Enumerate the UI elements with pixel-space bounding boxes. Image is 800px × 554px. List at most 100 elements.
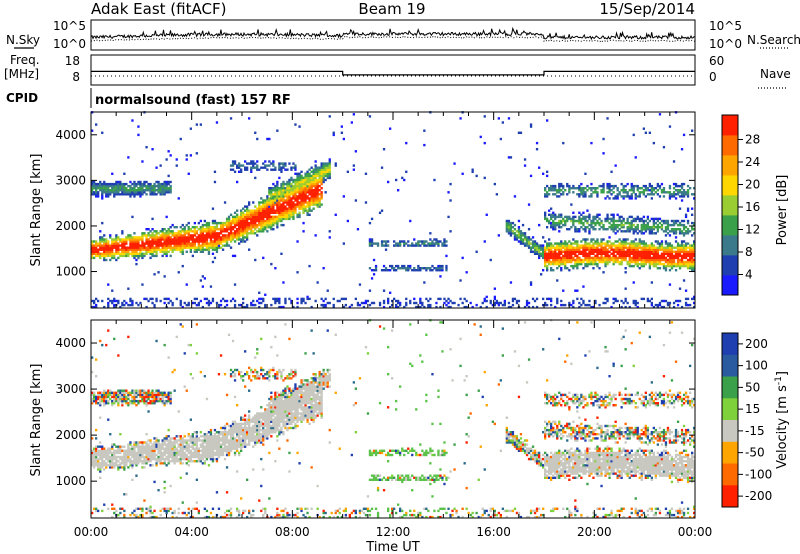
data-cell xyxy=(157,451,160,455)
data-cell xyxy=(620,182,623,186)
data-cell xyxy=(322,299,325,303)
data-cell xyxy=(662,248,666,251)
data-cell xyxy=(572,256,575,260)
data-cell xyxy=(270,303,273,307)
data-cell xyxy=(598,184,601,188)
data-cell xyxy=(159,164,162,167)
data-cell xyxy=(233,211,237,214)
data-cell xyxy=(97,248,100,251)
data-cell xyxy=(189,244,192,247)
data-cell xyxy=(121,189,124,192)
data-cell xyxy=(531,305,535,309)
data-cell xyxy=(620,242,623,245)
data-cell xyxy=(678,299,682,303)
data-cell xyxy=(600,250,603,253)
data-cell xyxy=(628,260,631,264)
data-cell xyxy=(125,191,128,194)
data-cell xyxy=(270,187,273,190)
data-cell xyxy=(600,256,603,260)
data-cell xyxy=(642,228,645,231)
data-cell xyxy=(664,191,668,194)
data-cell xyxy=(173,226,176,229)
data-cell xyxy=(646,256,649,260)
data-cell xyxy=(143,397,146,401)
data-cell xyxy=(233,221,237,225)
data-cell xyxy=(686,246,690,249)
data-cell xyxy=(187,226,190,229)
data-cell xyxy=(107,455,110,459)
data-cell xyxy=(691,250,694,253)
data-cell xyxy=(606,297,609,301)
y-tick-label: 1000 xyxy=(55,265,86,279)
data-cell xyxy=(262,203,265,206)
data-cell xyxy=(292,217,295,221)
data-cell xyxy=(393,269,396,272)
data-cell xyxy=(568,256,571,260)
data-cell xyxy=(125,391,128,394)
data-cell xyxy=(658,256,662,260)
data-cell xyxy=(262,219,265,223)
data-cell xyxy=(91,402,94,405)
data-cell xyxy=(264,205,267,208)
data-cell xyxy=(370,217,374,221)
data-cell xyxy=(147,402,150,405)
data-cell xyxy=(109,464,112,467)
data-cell xyxy=(640,191,643,194)
data-cell xyxy=(101,131,104,134)
data-cell xyxy=(676,252,680,255)
data-cell xyxy=(594,242,597,245)
data-cell xyxy=(656,260,659,264)
data-cell xyxy=(105,395,108,399)
data-cell xyxy=(570,252,573,255)
data-cell xyxy=(133,391,136,394)
data-cell xyxy=(542,236,545,239)
data-cell xyxy=(521,223,525,227)
data-cell xyxy=(149,393,152,397)
data-cell xyxy=(111,507,114,510)
data-cell xyxy=(654,260,657,264)
data-cell xyxy=(668,250,672,253)
data-cell xyxy=(147,443,150,446)
data-cell xyxy=(294,187,297,190)
data-cell xyxy=(529,281,533,284)
data-cell xyxy=(580,189,583,192)
data-cell xyxy=(260,209,263,212)
data-cell xyxy=(614,260,617,264)
data-cell xyxy=(207,250,211,253)
data-cell xyxy=(308,172,311,175)
data-cell xyxy=(401,176,404,180)
data-cell xyxy=(654,256,657,260)
data-cell xyxy=(137,236,140,239)
data-cell xyxy=(163,191,166,194)
data-cell xyxy=(682,254,686,258)
data-cell xyxy=(159,449,162,452)
data-cell xyxy=(304,205,307,208)
data-cell xyxy=(602,228,605,231)
data-cell xyxy=(658,246,662,249)
data-cell xyxy=(618,262,621,266)
data-cell xyxy=(312,199,315,202)
data-cell xyxy=(620,299,623,303)
data-cell xyxy=(179,240,182,243)
data-cell xyxy=(574,246,577,249)
data-cell xyxy=(676,256,680,260)
data-cell xyxy=(558,258,561,262)
data-cell xyxy=(286,211,289,214)
data-cell xyxy=(519,240,523,243)
data-cell xyxy=(612,187,615,190)
data-cell xyxy=(624,242,627,245)
data-cell xyxy=(163,297,166,301)
data-cell xyxy=(248,162,251,165)
data-cell xyxy=(121,252,124,255)
data-cell xyxy=(211,236,215,239)
data-cell xyxy=(117,244,120,247)
data-cell xyxy=(113,244,116,247)
data-cell xyxy=(630,184,633,188)
data-cell xyxy=(322,168,325,171)
data-cell xyxy=(598,223,601,227)
data-cell xyxy=(105,453,108,457)
data-cell xyxy=(658,301,662,305)
data-cell xyxy=(266,217,269,221)
data-cell xyxy=(197,240,200,243)
data-cell xyxy=(310,191,313,194)
